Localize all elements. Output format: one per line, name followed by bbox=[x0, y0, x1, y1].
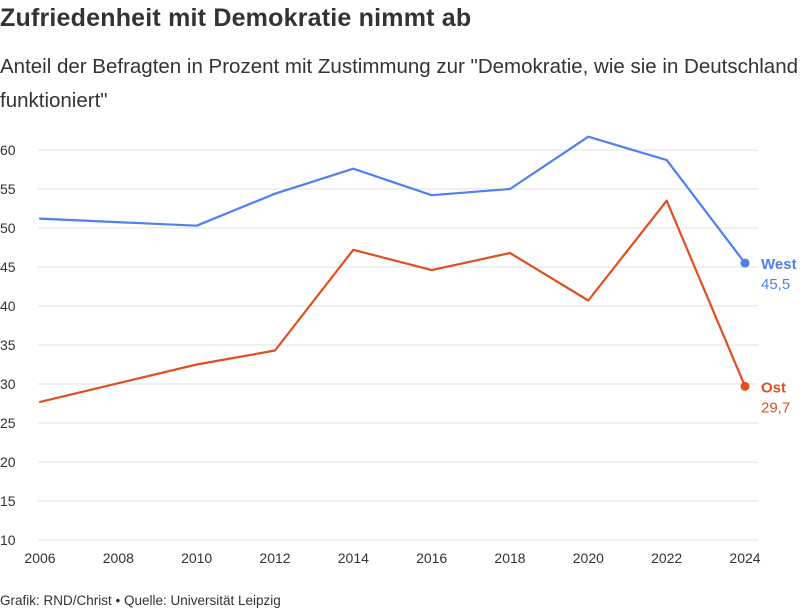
series-lines bbox=[38, 135, 750, 403]
x-tick-label: 2020 bbox=[573, 550, 604, 566]
x-tick-label: 2018 bbox=[494, 550, 525, 566]
x-tick-label: 2006 bbox=[24, 550, 55, 566]
x-tick-label: 2024 bbox=[729, 550, 760, 566]
y-tick-label: 45 bbox=[0, 259, 16, 275]
series-line-ost bbox=[38, 199, 747, 403]
series-end-value: 45,5 bbox=[761, 276, 790, 293]
y-tick-label: 25 bbox=[0, 415, 16, 431]
x-tick-label: 2016 bbox=[416, 550, 447, 566]
series-name-label: Ost bbox=[761, 379, 786, 396]
source-note: Grafik: RND/Christ • Quelle: Universität… bbox=[0, 593, 281, 608]
series-end-value: 29,7 bbox=[761, 399, 790, 416]
series-name-label: West bbox=[761, 256, 797, 273]
gridlines bbox=[38, 149, 758, 541]
y-tick-label: 40 bbox=[0, 298, 16, 314]
series-line-west bbox=[38, 135, 747, 265]
x-tick-label: 2008 bbox=[103, 550, 134, 566]
y-axis-ticks: 10 15 20 25 30 35 40 45 50 55 60 bbox=[0, 142, 16, 548]
chart-title: Zufriedenheit mit Demokratie nimmt ab bbox=[0, 4, 472, 32]
y-tick-label: 20 bbox=[0, 454, 16, 470]
y-tick-label: 60 bbox=[0, 142, 16, 158]
x-tick-label: 2014 bbox=[338, 550, 369, 566]
end-labels: West 45,5 Ost 29,7 bbox=[761, 256, 797, 416]
y-tick-label: 50 bbox=[0, 220, 16, 236]
x-tick-label: 2022 bbox=[651, 550, 682, 566]
y-tick-label: 10 bbox=[0, 532, 16, 548]
x-tick-label: 2012 bbox=[259, 550, 290, 566]
y-tick-label: 15 bbox=[0, 493, 16, 509]
y-tick-label: 55 bbox=[0, 181, 16, 197]
x-tick-label: 2010 bbox=[181, 550, 212, 566]
x-axis-ticks: 2006 2008 2010 2012 2014 2016 2018 2020 2022 2024 bbox=[24, 550, 760, 566]
end-point-ost bbox=[740, 381, 750, 391]
end-point-west bbox=[740, 258, 750, 268]
y-tick-label: 35 bbox=[0, 337, 16, 353]
y-tick-label: 30 bbox=[0, 376, 16, 392]
chart-subtitle: Anteil der Befragten in Prozent mit Zust… bbox=[0, 55, 799, 112]
